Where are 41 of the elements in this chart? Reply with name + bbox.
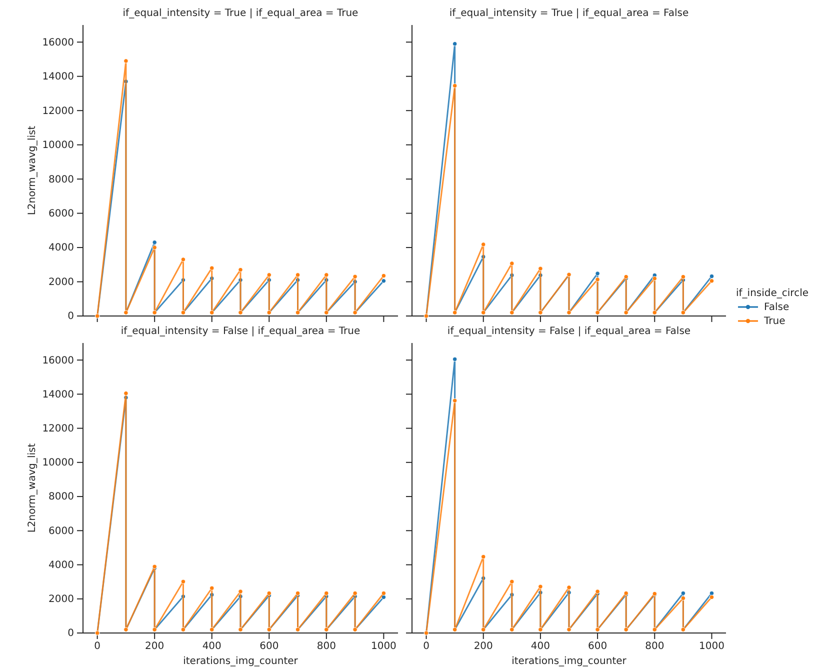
y-tick-label: 4000 xyxy=(48,560,74,571)
y-tick-label: 8000 xyxy=(48,492,74,503)
x-tick-label: 600 xyxy=(260,641,279,652)
y-tick-label: 12000 xyxy=(42,423,74,434)
y-tick-label: 6000 xyxy=(48,526,74,537)
x-tick-label: 0 xyxy=(423,641,430,652)
x-tick-label: 400 xyxy=(530,641,550,652)
legend-label: False xyxy=(764,302,790,313)
x-tick-label: 800 xyxy=(316,641,336,652)
x-tick-label: 1000 xyxy=(699,641,724,652)
legend-label: True xyxy=(763,316,786,327)
y-tick-label: 8000 xyxy=(48,174,74,186)
x-axis-title: iterations_img_counter xyxy=(183,656,299,667)
x-tick-label: 400 xyxy=(202,641,222,652)
x-tick-label: 1000 xyxy=(370,641,396,652)
y-tick-label: 0 xyxy=(68,628,74,640)
y-tick-label: 10000 xyxy=(42,140,74,152)
chart-title: if_equal_intensity = True | if_equal_area = False xyxy=(449,8,689,19)
y-tick-label: 16000 xyxy=(42,37,74,48)
y-tick-label: 12000 xyxy=(42,106,74,117)
x-tick-label: 600 xyxy=(588,641,608,652)
x-tick-label: 200 xyxy=(145,641,164,652)
y-axis-title: L2norm_wavg_list xyxy=(27,443,38,533)
y-tick-label: 4000 xyxy=(48,242,74,254)
y-axis-title: L2norm_wavg_list xyxy=(27,126,38,216)
y-tick-label: 2000 xyxy=(48,594,74,606)
y-tick-label: 14000 xyxy=(42,72,74,83)
y-tick-label: 6000 xyxy=(48,208,74,220)
chart-title: if_equal_intensity = False | if_equal_area = True xyxy=(120,326,360,337)
y-tick-label: 10000 xyxy=(42,458,74,469)
x-tick-label: 200 xyxy=(474,641,493,652)
chart-title: if_equal_intensity = True | if_equal_area = True xyxy=(122,8,358,19)
x-tick-label: 0 xyxy=(94,641,101,652)
y-tick-label: 14000 xyxy=(42,389,74,400)
x-axis-title: iterations_img_counter xyxy=(512,656,628,667)
y-tick-label: 0 xyxy=(68,311,74,322)
legend-title: if_inside_circle xyxy=(736,288,808,299)
y-tick-label: 16000 xyxy=(42,355,74,366)
x-tick-label: 800 xyxy=(645,641,664,652)
y-tick-label: 2000 xyxy=(48,276,74,288)
chart-title: if_equal_intensity = False | if_equal_area = False xyxy=(447,326,691,337)
